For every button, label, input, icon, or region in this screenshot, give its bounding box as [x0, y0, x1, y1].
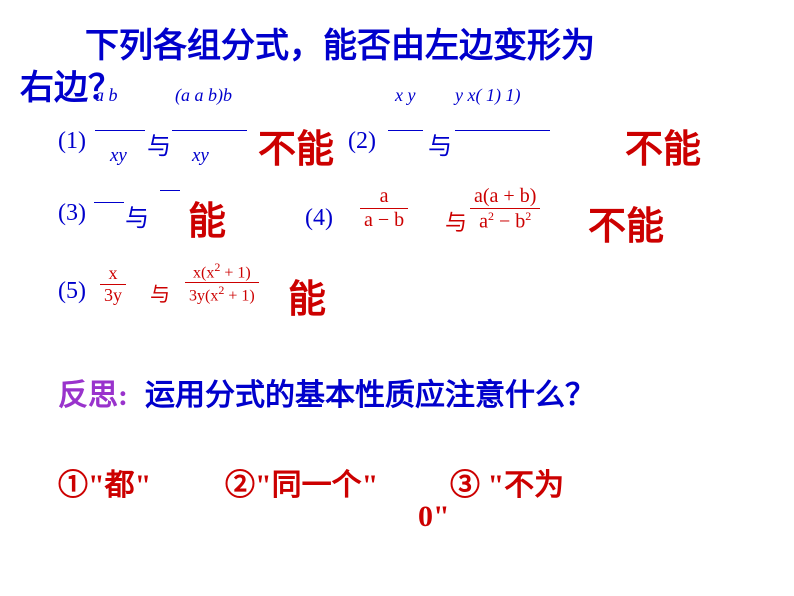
- p1-number: (1): [58, 128, 86, 155]
- p2-frac2-line: [455, 130, 550, 131]
- p4-frac1: a a − b: [360, 185, 408, 232]
- p3-conn: 与: [125, 198, 149, 233]
- p5-frac1-num: x: [100, 263, 126, 285]
- p2-number: (2): [348, 128, 376, 155]
- p1-conn: 与: [147, 126, 171, 161]
- note-3a: ③ "不为: [450, 460, 564, 504]
- p4-frac2: a(a + b) a2 − b2: [470, 185, 540, 234]
- p2-frac2-num: y x( 1) 1): [455, 85, 520, 106]
- p1-frac2-line: [172, 130, 247, 131]
- note-2: ②"同一个": [225, 460, 378, 504]
- p4-conn: 与: [445, 205, 467, 237]
- p4-frac2-num: a(a + b): [470, 185, 540, 209]
- title-line1: 下列各组分式，能否由左边变形为: [85, 18, 595, 67]
- p1-frac2-den: xy: [192, 145, 209, 167]
- p2-answer: 不能: [625, 118, 701, 173]
- p5-number: (5): [58, 278, 86, 305]
- p5-frac2-den: 3y(x2 + 1): [185, 283, 259, 305]
- p4-frac1-den: a − b: [360, 209, 408, 232]
- p4-frac2-den: a2 − b2: [470, 209, 540, 234]
- p5-frac2: x(x2 + 1) 3y(x2 + 1): [185, 260, 259, 306]
- p4-frac1-num: a: [360, 185, 408, 209]
- p5-frac2-num: x(x2 + 1): [185, 260, 259, 283]
- p5-frac1: x 3y: [100, 263, 126, 306]
- p5-frac1-den: 3y: [100, 285, 126, 306]
- p1-frac1-num: a b: [95, 85, 118, 106]
- p5-answer: 能: [288, 268, 326, 323]
- p1-frac1-line: [95, 130, 145, 131]
- note-1: ①"都": [58, 460, 151, 504]
- p2-frac1-line: [388, 130, 423, 131]
- p3-answer: 能: [188, 190, 226, 245]
- reflection-text: 运用分式的基本性质应注意什么？: [145, 370, 595, 414]
- reflection-label: 反思:: [58, 370, 128, 414]
- p1-frac1-den: xy: [110, 145, 127, 167]
- p1-frac2-num: (a a b)b: [175, 85, 232, 106]
- p1-answer: 不能: [258, 118, 334, 173]
- p3-frac2-top: [160, 190, 180, 191]
- p4-number: (4): [305, 205, 333, 232]
- p3-number: (3): [58, 200, 86, 227]
- p3-frac1-line: [94, 202, 124, 203]
- p5-conn: 与: [150, 278, 170, 307]
- note-3b: 0": [418, 500, 450, 534]
- p2-conn: 与: [428, 126, 452, 161]
- p4-answer: 不能: [588, 195, 664, 250]
- p2-frac1-num: x y: [395, 85, 415, 106]
